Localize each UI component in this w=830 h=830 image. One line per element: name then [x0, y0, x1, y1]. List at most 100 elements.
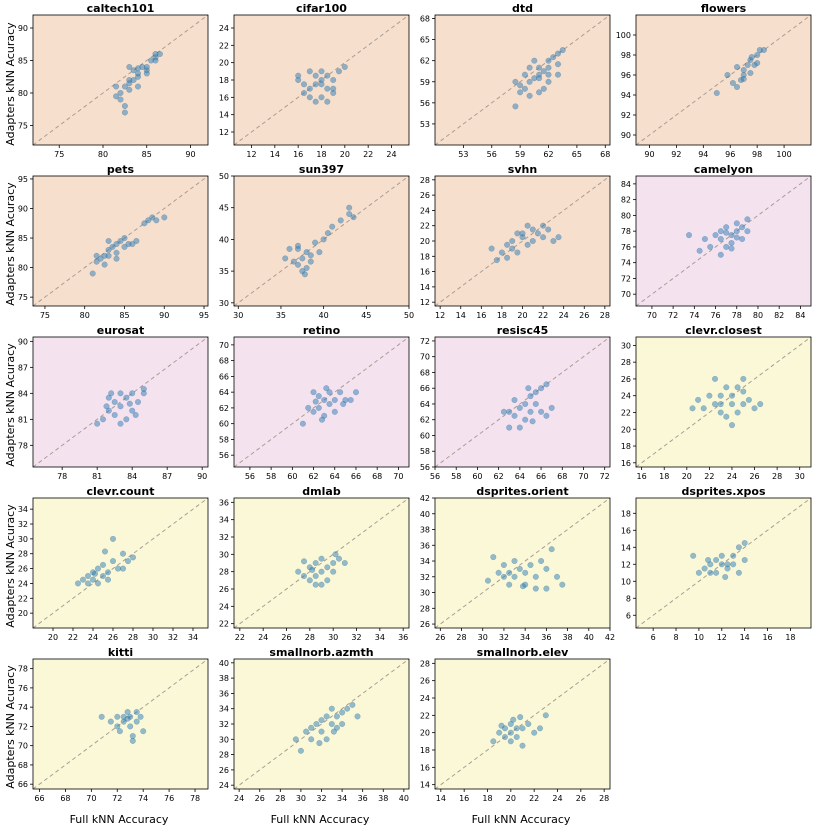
- data-point: [303, 249, 310, 256]
- x-tick-label: 75: [40, 311, 50, 320]
- data-point: [548, 546, 555, 553]
- scatter-panel-eurosat: 78 78 81 81 84 84 87 87 90 90 eurosat: [18, 324, 209, 481]
- x-tick-label: 96: [725, 150, 735, 159]
- scatter-panel-sun397: 30 30 35 35 40 40 45 45 50 50 sun397: [219, 163, 414, 320]
- data-point: [728, 245, 735, 252]
- y-tick-label: 66: [219, 372, 229, 381]
- data-point: [318, 728, 325, 735]
- y-tick-label: 14: [420, 283, 430, 292]
- panel-title: camelyon: [694, 163, 753, 176]
- y-tick-label: 82: [621, 196, 631, 205]
- data-point: [522, 416, 529, 423]
- y-tick-label: 16: [420, 268, 430, 277]
- data-point: [717, 409, 724, 416]
- y-tick-label: 40: [420, 510, 430, 519]
- data-point: [99, 416, 107, 423]
- x-tick-label: 24: [258, 633, 268, 642]
- x-tick-label: 66: [34, 794, 44, 803]
- x-tick-label: 22: [538, 311, 548, 320]
- data-point: [132, 411, 139, 419]
- x-tick-label: 28: [128, 633, 138, 642]
- data-point: [514, 230, 521, 237]
- x-tick-label: 16: [637, 472, 647, 481]
- x-tick-label: 36: [358, 794, 368, 803]
- data-point: [527, 393, 534, 400]
- data-point: [312, 581, 319, 588]
- y-tick-label: 40: [219, 659, 229, 668]
- plot-frame: [434, 658, 611, 790]
- data-point: [500, 561, 507, 569]
- y-tick-label: 85: [18, 234, 28, 243]
- y-tick-label: 90: [18, 337, 28, 346]
- plot-frame: [635, 175, 812, 307]
- data-point: [532, 573, 539, 580]
- data-point: [114, 723, 121, 730]
- data-point: [525, 720, 532, 728]
- y-tick-label: 18: [420, 746, 430, 755]
- data-points: [490, 712, 549, 749]
- x-tick-label: 70: [647, 311, 657, 320]
- identity-line: [233, 14, 410, 146]
- y-tick-label: 22: [219, 41, 229, 50]
- y-tick-label: 28: [18, 550, 28, 559]
- data-points: [292, 701, 361, 754]
- data-points: [512, 47, 566, 110]
- panel-title: dtd: [512, 2, 533, 15]
- y-tick-label: 20: [18, 609, 28, 618]
- plot-frame: [635, 14, 812, 146]
- data-point: [318, 68, 325, 75]
- data-point: [324, 98, 331, 105]
- data-point: [740, 75, 747, 83]
- x-tick-label: 18: [316, 150, 326, 159]
- data-point: [543, 585, 550, 592]
- x-tick-label: 56: [487, 150, 497, 159]
- data-point: [299, 255, 306, 262]
- data-point: [294, 242, 302, 249]
- data-point: [97, 255, 104, 262]
- data-point: [733, 234, 740, 241]
- x-tick-label: 70: [86, 794, 96, 803]
- x-tick-label: 76: [710, 311, 720, 320]
- data-point: [309, 566, 316, 573]
- data-point: [526, 64, 533, 71]
- plot-frame: [434, 336, 611, 468]
- y-tick-label: 28: [420, 604, 430, 613]
- data-point: [99, 561, 107, 568]
- y-tick-label: 20: [420, 729, 430, 738]
- data-point: [706, 392, 713, 399]
- data-point: [516, 565, 523, 572]
- data-point: [495, 569, 502, 576]
- data-point: [148, 57, 155, 64]
- x-tick-label: 80: [80, 311, 90, 320]
- data-point: [312, 81, 319, 88]
- data-points: [500, 381, 555, 431]
- panel-title: sun397: [299, 163, 344, 176]
- y-tick-label: 68: [18, 761, 28, 770]
- x-tick-label: 38: [562, 633, 572, 642]
- y-tick-label: 20: [219, 59, 229, 68]
- data-point: [121, 109, 128, 116]
- data-point: [137, 713, 144, 720]
- data-point: [324, 564, 331, 571]
- data-points: [282, 204, 357, 278]
- identity-line: [434, 658, 611, 790]
- plot-frame: [32, 497, 209, 629]
- x-tick-label: 72: [600, 472, 610, 481]
- data-point: [722, 573, 729, 581]
- data-point: [512, 103, 519, 110]
- data-point: [723, 229, 730, 236]
- data-point: [152, 54, 159, 61]
- x-tick-label: 78: [732, 311, 742, 320]
- x-tick-label: 22: [704, 472, 714, 481]
- data-point: [286, 245, 293, 252]
- y-tick-label: 70: [18, 742, 28, 751]
- y-tick-label: 30: [18, 535, 28, 544]
- data-point: [111, 411, 118, 419]
- data-point: [109, 535, 117, 542]
- x-tick-label: 68: [557, 472, 567, 481]
- data-point: [543, 565, 550, 572]
- data-point: [510, 716, 517, 723]
- y-tick-label: 90: [621, 131, 631, 140]
- data-point: [300, 81, 308, 88]
- data-point: [134, 398, 142, 406]
